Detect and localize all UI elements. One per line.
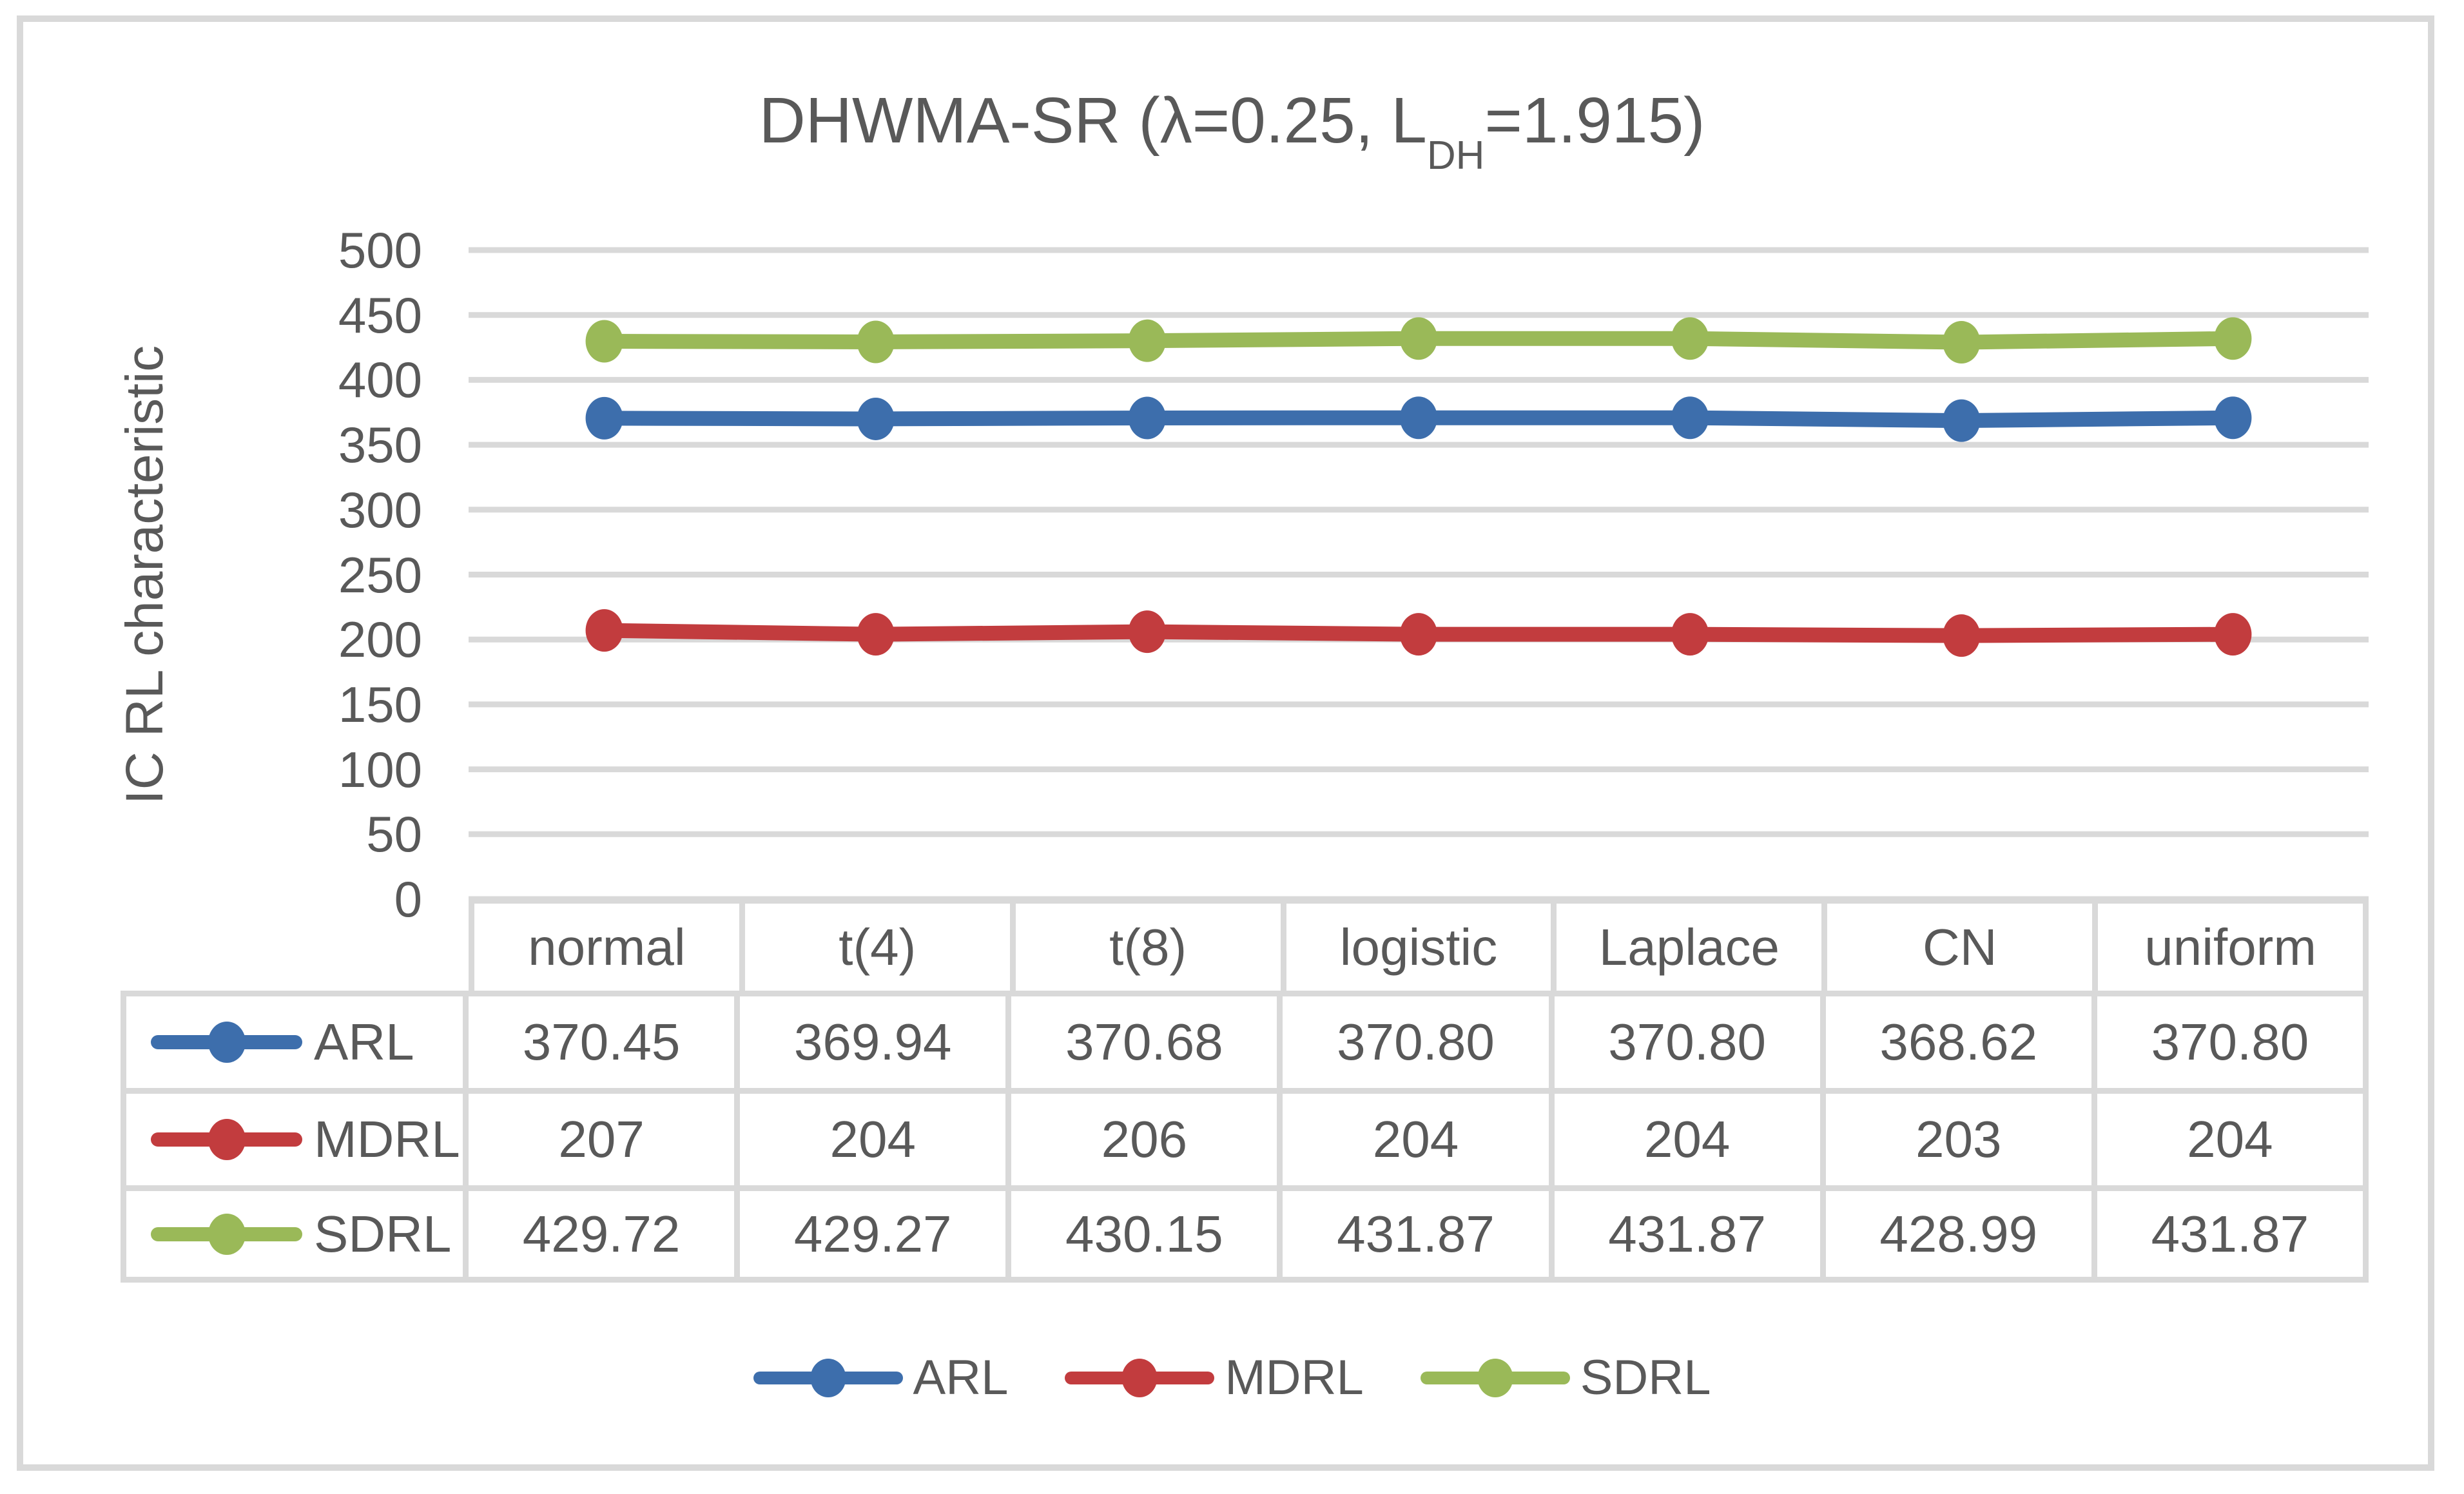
legend-key-marker (1065, 1358, 1215, 1397)
table-series-name: MDRL (314, 1111, 460, 1168)
legend-item-SDRL: SDRL (1420, 1350, 1711, 1406)
legend-item-label: ARL (913, 1350, 1009, 1405)
table-value-cell: 204 (740, 1094, 1012, 1185)
data-point-ARL (585, 396, 623, 440)
legend-key-marker (753, 1358, 903, 1397)
table-value-cell: 206 (1011, 1094, 1283, 1185)
legend-item-ARL: ARL (753, 1350, 1009, 1406)
y-tick-label: 150 (338, 676, 422, 733)
legend-key-dot (810, 1358, 846, 1397)
data-point-ARL (1128, 396, 1166, 440)
table-value-cell: 431.87 (1554, 1191, 1826, 1277)
table-series-key-SDRL: SDRL (121, 1191, 469, 1277)
table-value-cell: 370.80 (1554, 996, 1826, 1088)
table-value-cell: 429.27 (740, 1191, 1012, 1277)
y-tick-label: 450 (338, 287, 422, 344)
data-point-ARL (857, 397, 895, 440)
data-point-ARL (1943, 399, 1981, 442)
data-point-MDRL (1128, 610, 1166, 654)
table-header-row: normal t(4) t(8) logistic Laplace CN uniform (469, 898, 2369, 991)
table-series-key-MDRL: MDRL (121, 1094, 469, 1185)
data-point-SDRL (585, 320, 623, 363)
table-value-cell: 370.45 (469, 996, 741, 1088)
legend-key-marker (151, 1022, 302, 1063)
data-point-MDRL (1671, 613, 1709, 656)
table-header-cell: t(8) (1015, 904, 1286, 991)
table-value-cell: 369.94 (740, 996, 1012, 1088)
legend-key-marker (1420, 1358, 1570, 1397)
data-point-SDRL (2214, 317, 2252, 360)
chart-title: DHWMA-SR (λ=0.25, LDH=1.915) (0, 84, 2464, 176)
table-header-cell: t(4) (744, 904, 1016, 991)
table-value-cell: 431.87 (2097, 1191, 2369, 1277)
table-value-cell: 370.80 (2097, 996, 2369, 1088)
table-series-key-ARL: ARL (121, 996, 469, 1088)
table-row-MDRL: MDRL 207 204 206 204 204 203 204 (121, 1088, 2369, 1185)
table-header-cell: logistic (1286, 904, 1557, 991)
y-axis-title: IC RL characteristic (115, 345, 174, 805)
table-value-cell: 429.72 (469, 1191, 741, 1277)
legend-key-dot (1121, 1358, 1158, 1397)
table-row-ARL: ARL 370.45 369.94 370.68 370.80 370.80 368.62 3… (121, 991, 2369, 1088)
table-value-cell: 431.87 (1283, 1191, 1555, 1277)
table-value-cell: 428.99 (1825, 1191, 2097, 1277)
y-tick-label: 50 (366, 806, 422, 862)
legend-key-dot (208, 1213, 246, 1255)
plot-area (469, 247, 2369, 902)
data-point-SDRL (1400, 317, 1437, 360)
legend-key-dot (208, 1022, 246, 1063)
y-tick-label: 350 (338, 416, 422, 473)
legend-key-dot (208, 1119, 246, 1160)
table-series-name: ARL (314, 1013, 414, 1071)
table-value-cell: 203 (1825, 1094, 2097, 1185)
legend-item-label: MDRL (1225, 1350, 1364, 1405)
table-value-cell: 370.68 (1011, 996, 1283, 1088)
table-value-cell: 430.15 (1011, 1191, 1283, 1277)
table-header-cell: normal (469, 904, 745, 991)
data-point-MDRL (585, 609, 623, 652)
data-point-ARL (1671, 396, 1709, 440)
data-point-ARL (2214, 396, 2252, 440)
table-value-cell: 204 (2097, 1094, 2369, 1185)
table-value-cell: 204 (1554, 1094, 1826, 1185)
y-tick-label: 200 (338, 611, 422, 668)
data-point-SDRL (1943, 321, 1981, 364)
data-point-ARL (1400, 396, 1437, 440)
chart-legend: ARL MDRL SDRL (0, 1350, 2464, 1406)
table-row-SDRL: SDRL 429.72 429.27 430.15 431.87 431.87 428.99… (121, 1185, 2369, 1283)
data-point-MDRL (2214, 613, 2252, 656)
legend-item-label: SDRL (1580, 1350, 1711, 1405)
y-tick-label: 100 (338, 741, 422, 798)
table-series-name: SDRL (314, 1205, 452, 1263)
data-point-SDRL (1671, 317, 1709, 360)
table-value-cell: 368.62 (1825, 996, 2097, 1088)
y-tick-label: 300 (338, 481, 422, 538)
y-tick-label: 400 (338, 351, 422, 408)
legend-key-marker (151, 1213, 302, 1255)
table-value-cell: 370.80 (1283, 996, 1555, 1088)
chart-title-prefix: DHWMA-SR (λ=0.25, L (759, 84, 1427, 157)
data-point-SDRL (1128, 319, 1166, 362)
data-point-MDRL (1943, 614, 1981, 657)
data-point-SDRL (857, 320, 895, 364)
legend-key-marker (151, 1119, 302, 1160)
legend-key-dot (1477, 1358, 1513, 1397)
table-header-cell: CN (1827, 904, 2099, 991)
y-tick-label: 500 (338, 222, 422, 278)
y-tick-label: 0 (394, 871, 422, 927)
table-value-cell: 204 (1283, 1094, 1555, 1185)
y-tick-label: 250 (338, 547, 422, 603)
table-header-cell: uniform (2098, 904, 2369, 991)
chart-title-suffix: =1.915) (1484, 84, 1705, 157)
data-point-MDRL (1400, 613, 1437, 656)
legend-item-MDRL: MDRL (1065, 1350, 1364, 1406)
table-value-cell: 207 (469, 1094, 741, 1185)
chart-title-subscript: DH (1426, 133, 1485, 178)
table-header-cell: Laplace (1557, 904, 1828, 991)
data-point-MDRL (857, 613, 895, 656)
